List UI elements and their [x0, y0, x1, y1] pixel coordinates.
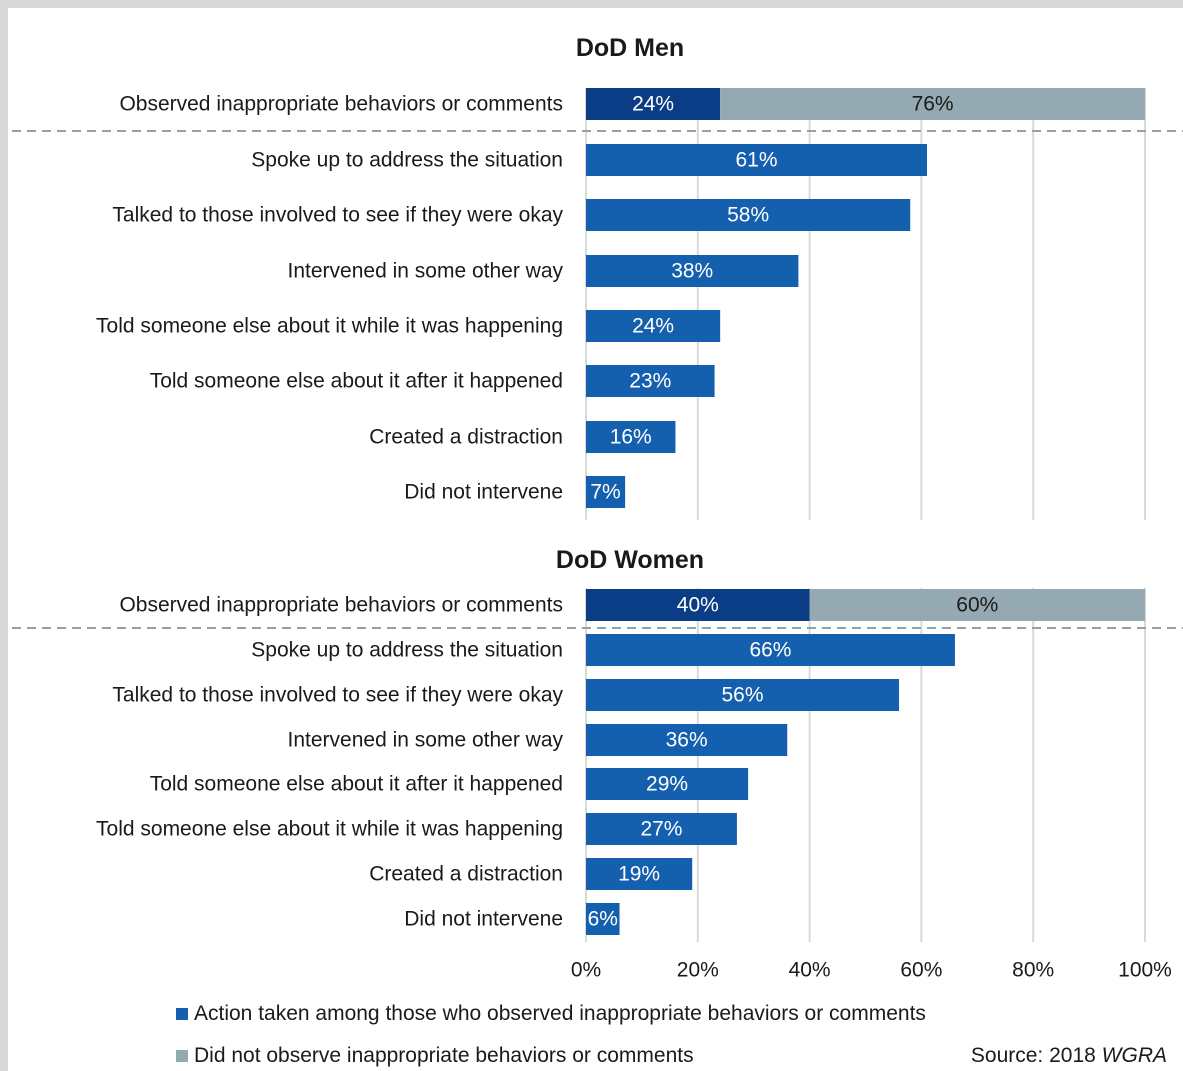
data-label-women-2: 56% [722, 684, 764, 707]
x-tick-label-4: 80% [1012, 959, 1054, 982]
category-label-men-2: Talked to those involved to see if they … [112, 204, 563, 227]
panel-title-men: DoD Men [576, 34, 684, 62]
bar-women-5 [586, 813, 737, 845]
bar-women-1 [586, 634, 955, 666]
data-label-women-1: 66% [749, 639, 791, 662]
bar-women-7 [586, 903, 620, 935]
bar-not-observed-men [720, 88, 1145, 120]
bar-men-6 [586, 421, 676, 453]
data-label-women-6: 19% [618, 863, 660, 886]
data-label-men-3: 38% [671, 260, 713, 283]
category-label-women-1: Spoke up to address the situation [251, 639, 563, 662]
bar-women-6 [586, 858, 693, 890]
legend-item-action: Action taken among those who observed in… [176, 1002, 926, 1026]
x-tick-label-1: 20% [677, 959, 719, 982]
category-label-men-4: Told someone else about it while it was … [96, 315, 563, 338]
legend-item-not-observed: Did not observe inappropriate behaviors … [176, 1044, 694, 1068]
legend-swatch-action [176, 1008, 188, 1020]
bar-women-0 [586, 589, 810, 621]
data-label-men-2: 58% [727, 204, 769, 227]
category-label-men-1: Spoke up to address the situation [251, 149, 563, 172]
data-label-men-5: 23% [629, 370, 671, 393]
bar-women-2 [586, 679, 900, 711]
data-label-women-7: 6% [588, 908, 618, 931]
legend-label-action: Action taken among those who observed in… [194, 1002, 926, 1025]
bar-not-observed-women [809, 589, 1145, 621]
source-prefix: Source: 2018 [970, 1044, 1096, 1067]
data-label-men-1: 61% [735, 149, 777, 172]
panel-title-women: DoD Women [556, 546, 704, 574]
bar-men-7 [586, 476, 626, 508]
bar-men-4 [586, 310, 721, 342]
bar-men-3 [586, 255, 799, 287]
data-label-men-7: 7% [590, 481, 620, 504]
bar-men-1 [586, 144, 927, 176]
data-label-women-3: 36% [666, 729, 708, 752]
legend-label-not-observed: Did not observe inappropriate behaviors … [194, 1044, 694, 1067]
category-label-men-0: Observed inappropriate behaviors or comm… [119, 93, 563, 116]
legend-swatch-not-observed [176, 1050, 188, 1062]
bar-men-5 [586, 365, 715, 397]
data-label-men-6: 16% [610, 426, 652, 449]
data-label-not-observed-men: 76% [912, 93, 954, 116]
category-label-women-5: Told someone else about it while it was … [96, 818, 563, 841]
data-label-men-0: 24% [632, 93, 674, 116]
category-label-women-4: Told someone else about it after it happ… [150, 773, 563, 796]
category-label-women-3: Intervened in some other way [288, 729, 564, 752]
category-label-women-7: Did not intervene [404, 908, 563, 931]
category-label-women-6: Created a distraction [369, 863, 563, 886]
category-label-men-7: Did not intervene [404, 481, 563, 504]
bar-women-4 [586, 768, 749, 800]
x-tick-label-2: 40% [789, 959, 831, 982]
category-label-men-3: Intervened in some other way [288, 260, 564, 283]
data-label-not-observed-women: 60% [956, 594, 998, 617]
data-label-women-5: 27% [640, 818, 682, 841]
x-tick-label-0: 0% [571, 959, 601, 982]
data-label-women-0: 40% [677, 594, 719, 617]
category-label-women-0: Observed inappropriate behaviors or comm… [119, 594, 563, 617]
bar-women-3 [586, 724, 788, 756]
source-name: WGRA [1101, 1044, 1167, 1067]
category-label-men-5: Told someone else about it after it happ… [150, 370, 563, 393]
source-note: Source: 2018 WGRA [971, 1044, 1167, 1068]
bar-men-0 [586, 88, 721, 120]
category-label-men-6: Created a distraction [369, 426, 563, 449]
data-label-women-4: 29% [646, 773, 688, 796]
x-tick-label-5: 100% [1118, 959, 1172, 982]
x-tick-label-3: 60% [900, 959, 942, 982]
bar-men-2 [586, 199, 911, 231]
data-label-men-4: 24% [632, 315, 674, 338]
category-label-women-2: Talked to those involved to see if they … [112, 684, 563, 707]
